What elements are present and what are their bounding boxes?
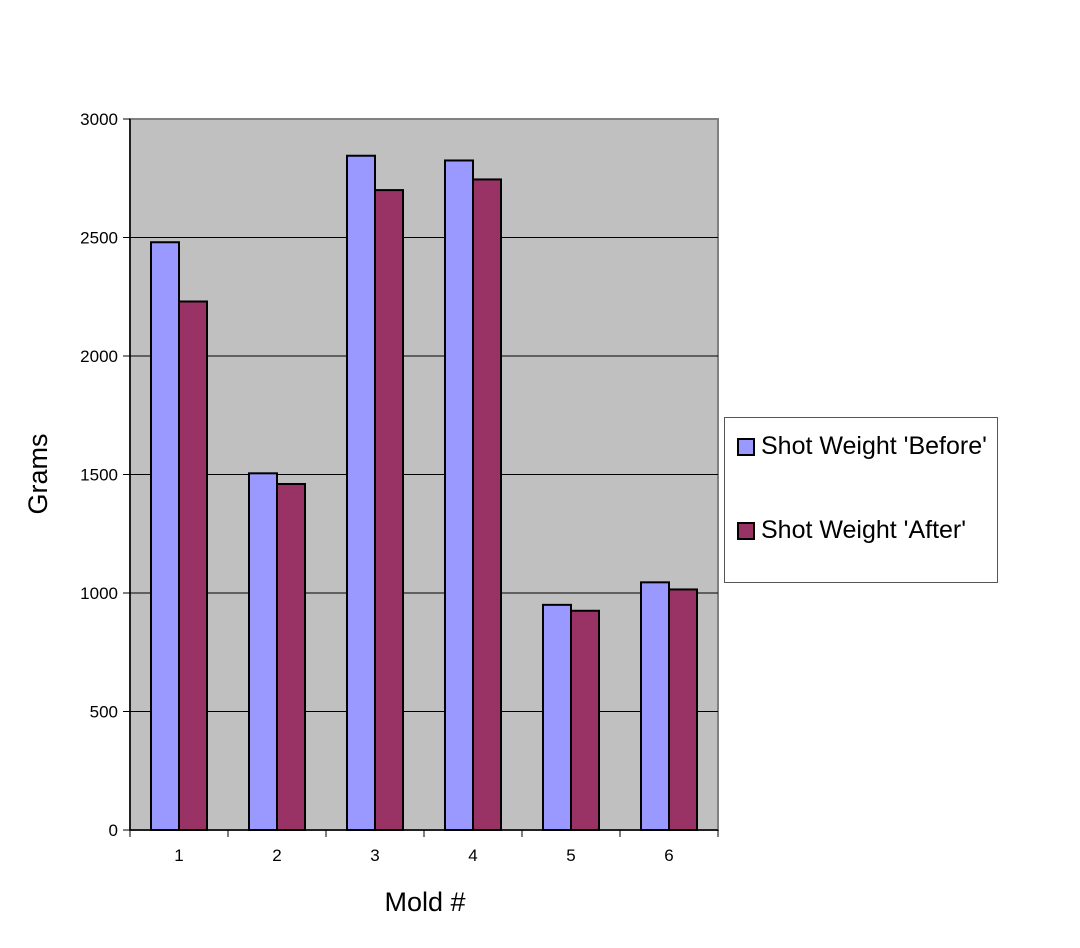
bar-after-mold-6 [668,588,698,831]
legend-label-before: Shot Weight 'Before' [761,432,987,460]
x-tick-label: 1 [174,846,183,865]
bar-after-mold-3 [374,189,404,832]
bar-before-mold-4 [444,159,474,832]
y-tick-label: 1000 [80,584,118,603]
axes [123,118,719,837]
bar-after-mold-2 [276,482,306,831]
legend: Shot Weight 'Before' Shot Weight 'After' [724,417,998,583]
x-tick-labels: 1 2 3 4 5 6 [174,846,673,865]
y-tick-label: 3000 [80,110,118,129]
gridlines [130,237,718,712]
y-tick-label: 1500 [80,466,118,485]
x-tick-label: 4 [468,846,477,865]
legend-label-after: Shot Weight 'After' [761,516,967,544]
y-axis-title: Grams [23,434,53,515]
x-tick-label: 6 [664,846,673,865]
y-tick-label: 2000 [80,347,118,366]
legend-item-after: Shot Weight 'After' [737,514,997,546]
x-tick-label: 5 [566,846,575,865]
bar-after-mold-4 [472,178,502,831]
bar-before-mold-6 [640,581,670,832]
bar-before-mold-5 [542,603,572,831]
x-tick-label: 3 [370,846,379,865]
x-tick-label: 2 [272,846,281,865]
bar-after-mold-1 [178,300,208,831]
bar-before-mold-1 [150,241,180,832]
y-tick-label: 500 [90,703,118,722]
y-tick-label: 2500 [80,229,118,248]
legend-item-before: Shot Weight 'Before' [737,430,987,462]
y-tick-label: 0 [109,821,118,840]
y-tick-labels: 0 500 1000 1500 2000 2500 3000 [80,110,118,840]
bar-after-mold-5 [570,609,600,832]
legend-swatch-after [737,522,755,540]
bar-before-mold-2 [248,472,278,831]
bars [150,154,698,832]
bar-before-mold-3 [346,154,376,832]
x-axis-title: Mold # [384,887,465,917]
legend-swatch-before [737,438,755,456]
